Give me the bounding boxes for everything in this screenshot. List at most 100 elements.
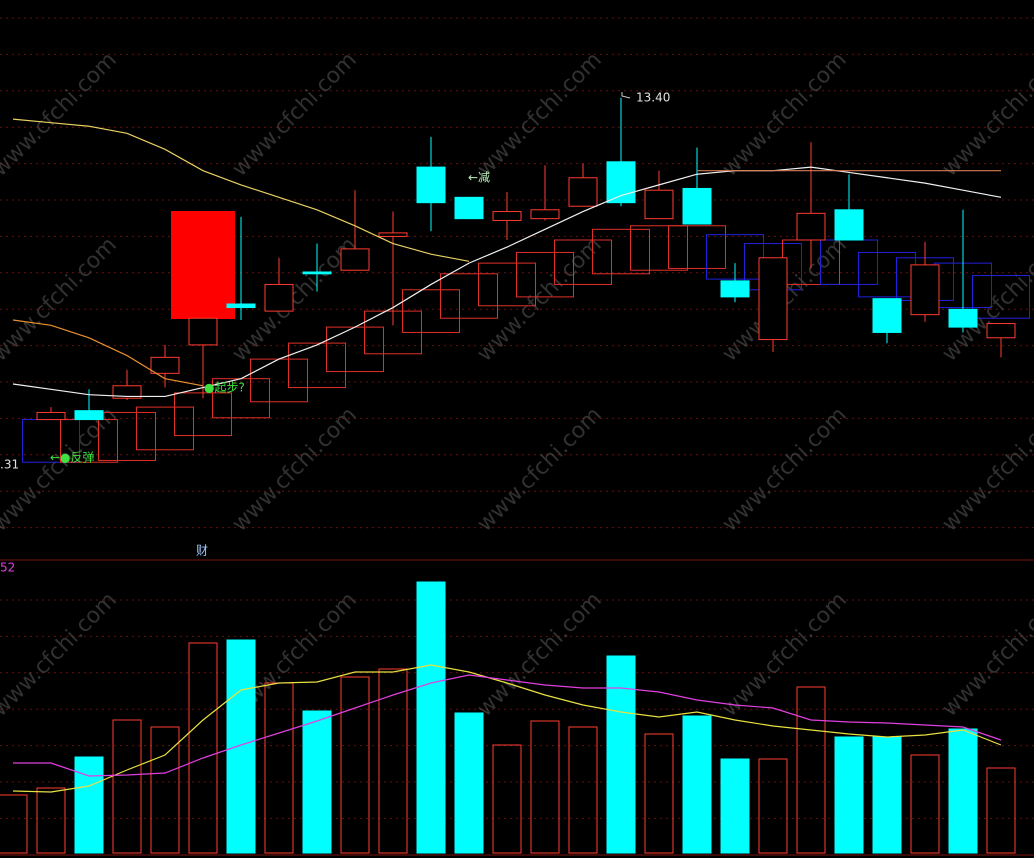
candles (36, 97, 1016, 421)
high-price-label: 13.40 (636, 91, 670, 105)
candle-body (606, 161, 636, 204)
box (174, 392, 232, 437)
candle-body (758, 257, 788, 341)
box (326, 326, 384, 373)
candle-body (568, 177, 598, 207)
candle-body (682, 187, 712, 225)
volume-bar (910, 754, 940, 854)
box (288, 342, 346, 389)
candle-body (340, 248, 370, 271)
candle-body (150, 356, 180, 374)
volume-bar (74, 756, 104, 854)
box (668, 225, 726, 269)
box (136, 406, 194, 451)
box (478, 262, 536, 307)
watermark: www.cfchi.com (0, 47, 122, 181)
watermark: www.cfchi.com (227, 402, 361, 536)
watermark: www.cfchi.com (937, 232, 1034, 366)
watermark: www.cfchi.com (472, 587, 606, 721)
candle-body (948, 308, 978, 328)
volume-bar (872, 736, 902, 854)
box (592, 228, 650, 275)
candle-body (226, 303, 256, 309)
candle-body (378, 232, 408, 237)
volume-bar (264, 682, 294, 854)
volume-bar (188, 642, 218, 854)
reduce-label: ←减 (468, 171, 490, 185)
volume-bar (948, 728, 978, 854)
volume-bar (796, 686, 826, 854)
watermark: www.cfchi.com (937, 47, 1034, 181)
price-line (12, 118, 470, 262)
volume-bar (720, 758, 750, 854)
low-price-label: .31 (0, 458, 19, 472)
candle-body (454, 196, 484, 220)
volume-bar (530, 720, 560, 854)
watermark: www.cfchi.com (717, 402, 851, 536)
volume-bar (302, 710, 332, 854)
candle-body (910, 264, 940, 316)
candle-body (74, 410, 104, 421)
candle-body (492, 211, 522, 221)
volume-bar (758, 758, 788, 854)
watermark: www.cfchi.com (937, 402, 1034, 536)
volume-bar (834, 736, 864, 854)
candle-body (986, 323, 1016, 339)
start-label: ●起步? (204, 381, 245, 395)
volume-bar (416, 581, 446, 854)
candle-body (834, 209, 864, 241)
candle-body (188, 317, 218, 346)
volume-bar (112, 719, 142, 854)
box (858, 251, 916, 298)
watermark: www.cfchi.com (717, 587, 851, 721)
highlight-block (171, 211, 235, 319)
high-pointer (621, 92, 631, 99)
box (402, 289, 460, 333)
watermark: www.cfchi.com (0, 587, 122, 721)
volume-bar (986, 767, 1016, 854)
watermark: www.cfchi.com (472, 47, 606, 181)
watermark: www.cfchi.com (717, 47, 851, 181)
volume-bar (454, 712, 484, 854)
volume-bar (378, 668, 408, 854)
volume-bar (36, 787, 66, 854)
box (630, 225, 688, 271)
volume-bar (568, 726, 598, 854)
volume-bar (682, 715, 712, 854)
finance-label: 财 (196, 544, 208, 558)
volume-bar (644, 733, 674, 854)
box (250, 358, 308, 403)
price-line (12, 319, 204, 387)
volume-bar (150, 726, 180, 854)
candle-body (720, 280, 750, 298)
watermark: www.cfchi.com (937, 587, 1034, 721)
volume-bar (492, 744, 522, 854)
rebound-label: ←●反弹 (50, 451, 95, 465)
candle-body (112, 385, 142, 399)
box (554, 239, 612, 285)
volume (0, 581, 1016, 854)
volume-bar (340, 676, 370, 854)
box (98, 411, 156, 461)
candle-body (872, 298, 902, 333)
volume-line (12, 664, 1002, 793)
watermark: www.cfchi.com (0, 232, 122, 366)
lines (12, 118, 1002, 398)
watermarks: www.cfchi.com www.cfchi.com www.cfchi.com w… (0, 47, 1034, 721)
candle-body (796, 212, 826, 241)
candle-body (416, 166, 446, 204)
candle-body (302, 271, 332, 275)
watermark: www.cfchi.com (227, 47, 361, 181)
volume-bar (226, 639, 256, 854)
volume-bar (0, 794, 28, 854)
candle-body (530, 209, 560, 220)
box (972, 275, 1030, 319)
box (516, 251, 574, 298)
candle-body (644, 189, 674, 220)
watermark: www.cfchi.com (472, 402, 606, 536)
candle-body (36, 411, 66, 421)
volume-line (13, 674, 1002, 777)
box (440, 273, 498, 319)
